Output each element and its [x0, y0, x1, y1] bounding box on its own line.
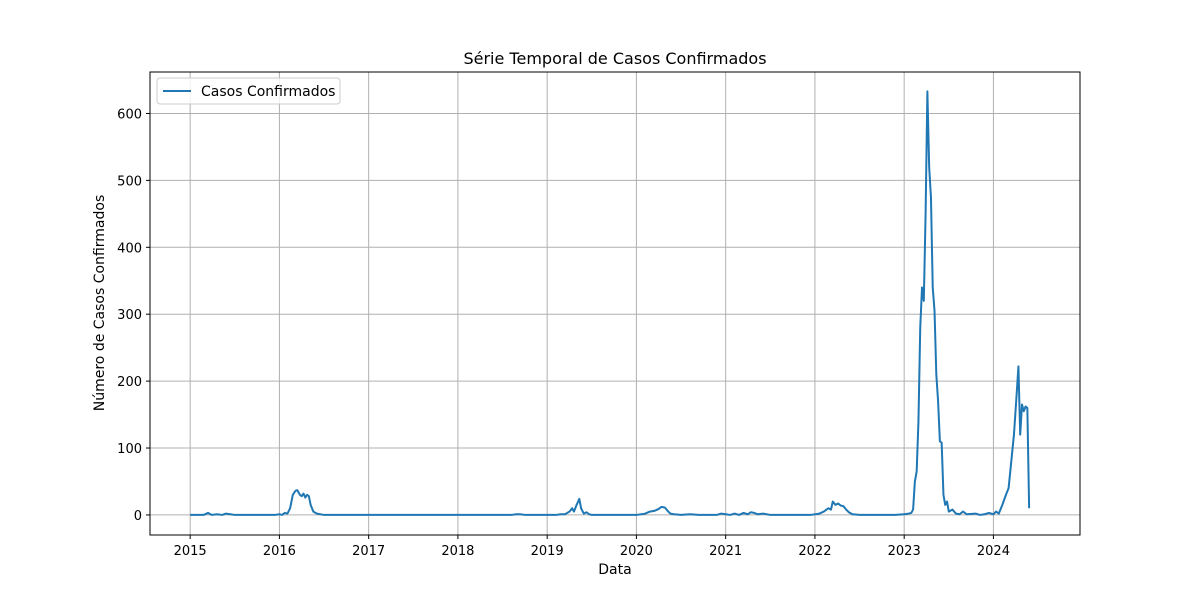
tick-labels: 2015 2016 2017 2018 2019 2020 2021 2022 2023 2024…: [117, 107, 1010, 559]
x-tick-label: 2024: [977, 544, 1010, 559]
grid: [150, 72, 1080, 535]
y-tick-label: 400: [117, 241, 142, 256]
axes: [146, 71, 1081, 539]
legend-label: Casos Confirmados: [201, 84, 335, 100]
x-axis-label: Data: [598, 562, 631, 578]
x-tick-label: 2020: [620, 544, 653, 559]
x-tick-label: 2022: [798, 544, 831, 559]
x-tick-label: 2018: [441, 544, 474, 559]
y-tick-label: 500: [117, 174, 142, 189]
series-layer: [190, 90, 1031, 516]
x-tick-label: 2017: [352, 544, 385, 559]
legend-box: [156, 77, 341, 105]
chart-title: Série Temporal de Casos Confirmados: [463, 49, 766, 68]
y-tick-label: 0: [134, 509, 142, 524]
x-tick-label: 2016: [263, 544, 296, 559]
y-tick-label: 200: [117, 375, 142, 390]
x-tick-label: 2015: [174, 544, 207, 559]
y-tick-label: 300: [117, 308, 142, 323]
x-tick-label: 2019: [531, 544, 564, 559]
x-tick-label: 2023: [888, 544, 921, 559]
y-tick-label: 100: [117, 442, 142, 457]
plot-frame: [149, 71, 1081, 536]
y-tick-label: 600: [117, 107, 142, 122]
x-tick-label: 2021: [709, 544, 742, 559]
legend: Casos Confirmados: [156, 77, 341, 105]
y-axis-label: Número de Casos Confirmados: [92, 195, 108, 411]
series-line: [190, 90, 1031, 516]
